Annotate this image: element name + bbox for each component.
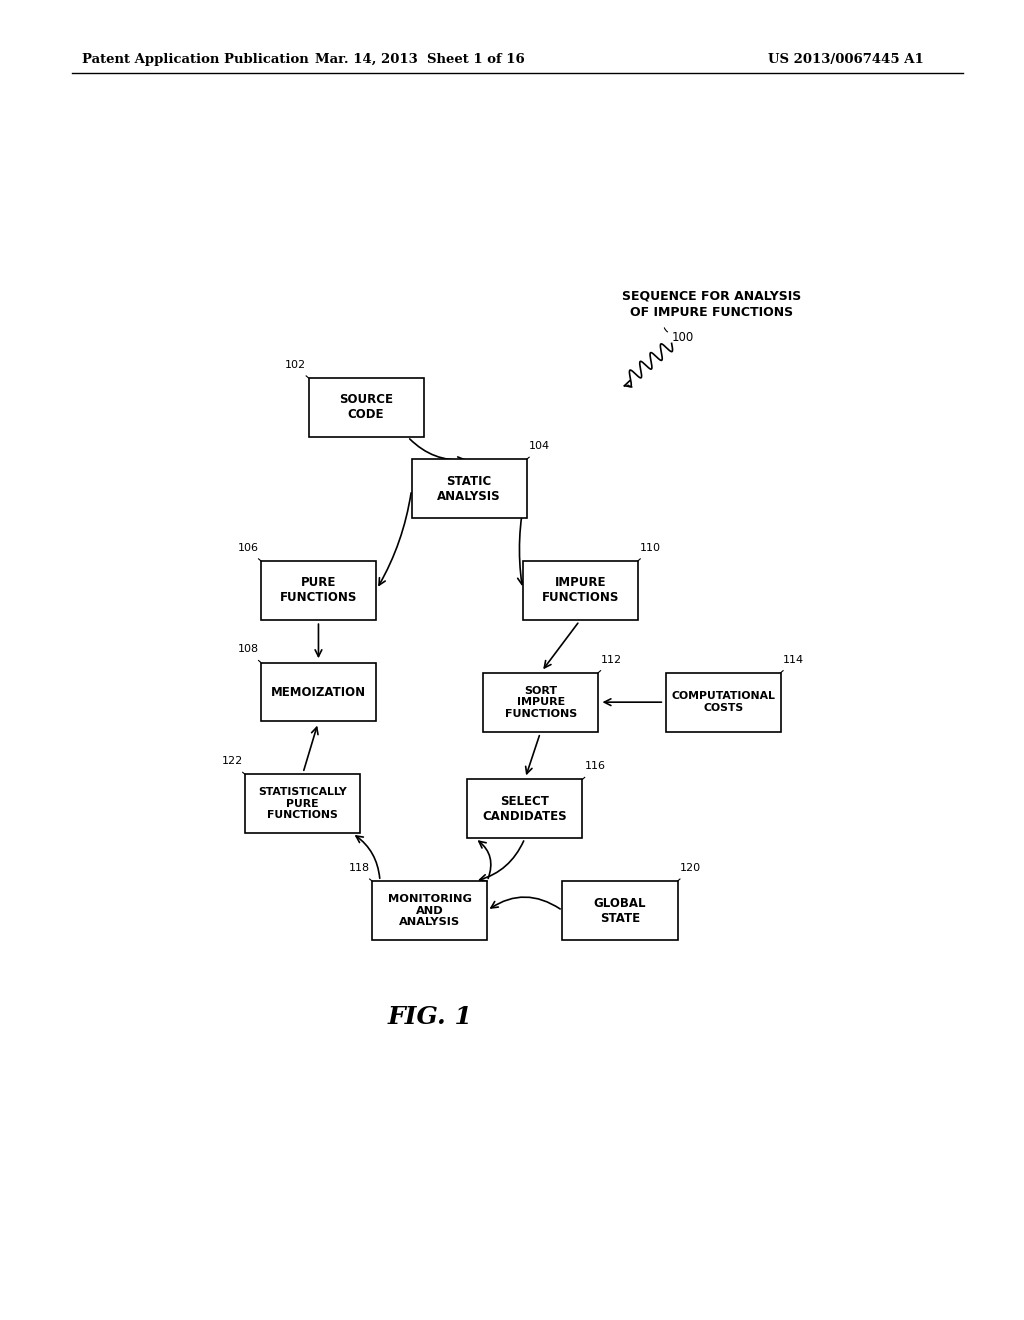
Text: SORT
IMPURE
FUNCTIONS: SORT IMPURE FUNCTIONS (505, 685, 577, 719)
Text: STATISTICALLY
PURE
FUNCTIONS: STATISTICALLY PURE FUNCTIONS (258, 787, 347, 821)
Text: SELECT
CANDIDATES: SELECT CANDIDATES (482, 795, 567, 822)
Text: 104: 104 (529, 441, 550, 451)
Text: 102: 102 (285, 360, 306, 370)
FancyBboxPatch shape (245, 775, 360, 833)
Text: 110: 110 (640, 543, 662, 553)
Text: MEMOIZATION: MEMOIZATION (271, 685, 366, 698)
Text: SOURCE
CODE: SOURCE CODE (339, 393, 393, 421)
FancyBboxPatch shape (467, 779, 583, 838)
FancyBboxPatch shape (308, 378, 424, 437)
Text: PURE
FUNCTIONS: PURE FUNCTIONS (280, 577, 357, 605)
Text: 108: 108 (238, 644, 258, 655)
Text: 116: 116 (585, 762, 606, 771)
FancyBboxPatch shape (666, 673, 780, 731)
Text: 106: 106 (238, 543, 258, 553)
FancyBboxPatch shape (523, 561, 638, 620)
Text: OF IMPURE FUNCTIONS: OF IMPURE FUNCTIONS (630, 306, 793, 319)
Text: 122: 122 (221, 756, 243, 766)
Text: 114: 114 (783, 655, 804, 664)
Text: STATIC
ANALYSIS: STATIC ANALYSIS (437, 475, 501, 503)
Text: US 2013/0067445 A1: US 2013/0067445 A1 (768, 53, 924, 66)
Text: MONITORING
AND
ANALYSIS: MONITORING AND ANALYSIS (388, 894, 471, 927)
Text: 118: 118 (348, 863, 370, 873)
Text: IMPURE
FUNCTIONS: IMPURE FUNCTIONS (542, 577, 620, 605)
FancyBboxPatch shape (261, 663, 376, 722)
Text: SEQUENCE FOR ANALYSIS: SEQUENCE FOR ANALYSIS (622, 289, 801, 302)
Text: Mar. 14, 2013  Sheet 1 of 16: Mar. 14, 2013 Sheet 1 of 16 (315, 53, 524, 66)
Text: 120: 120 (680, 863, 701, 873)
FancyBboxPatch shape (412, 459, 526, 519)
Text: 112: 112 (601, 655, 622, 664)
FancyBboxPatch shape (372, 880, 487, 940)
Text: COMPUTATIONAL
COSTS: COMPUTATIONAL COSTS (672, 692, 775, 713)
FancyBboxPatch shape (261, 561, 376, 620)
Text: FIG. 1: FIG. 1 (387, 1006, 472, 1030)
FancyBboxPatch shape (483, 673, 598, 731)
Text: 100: 100 (672, 331, 694, 345)
FancyBboxPatch shape (562, 880, 678, 940)
Text: GLOBAL
STATE: GLOBAL STATE (594, 896, 646, 924)
Text: Patent Application Publication: Patent Application Publication (82, 53, 308, 66)
